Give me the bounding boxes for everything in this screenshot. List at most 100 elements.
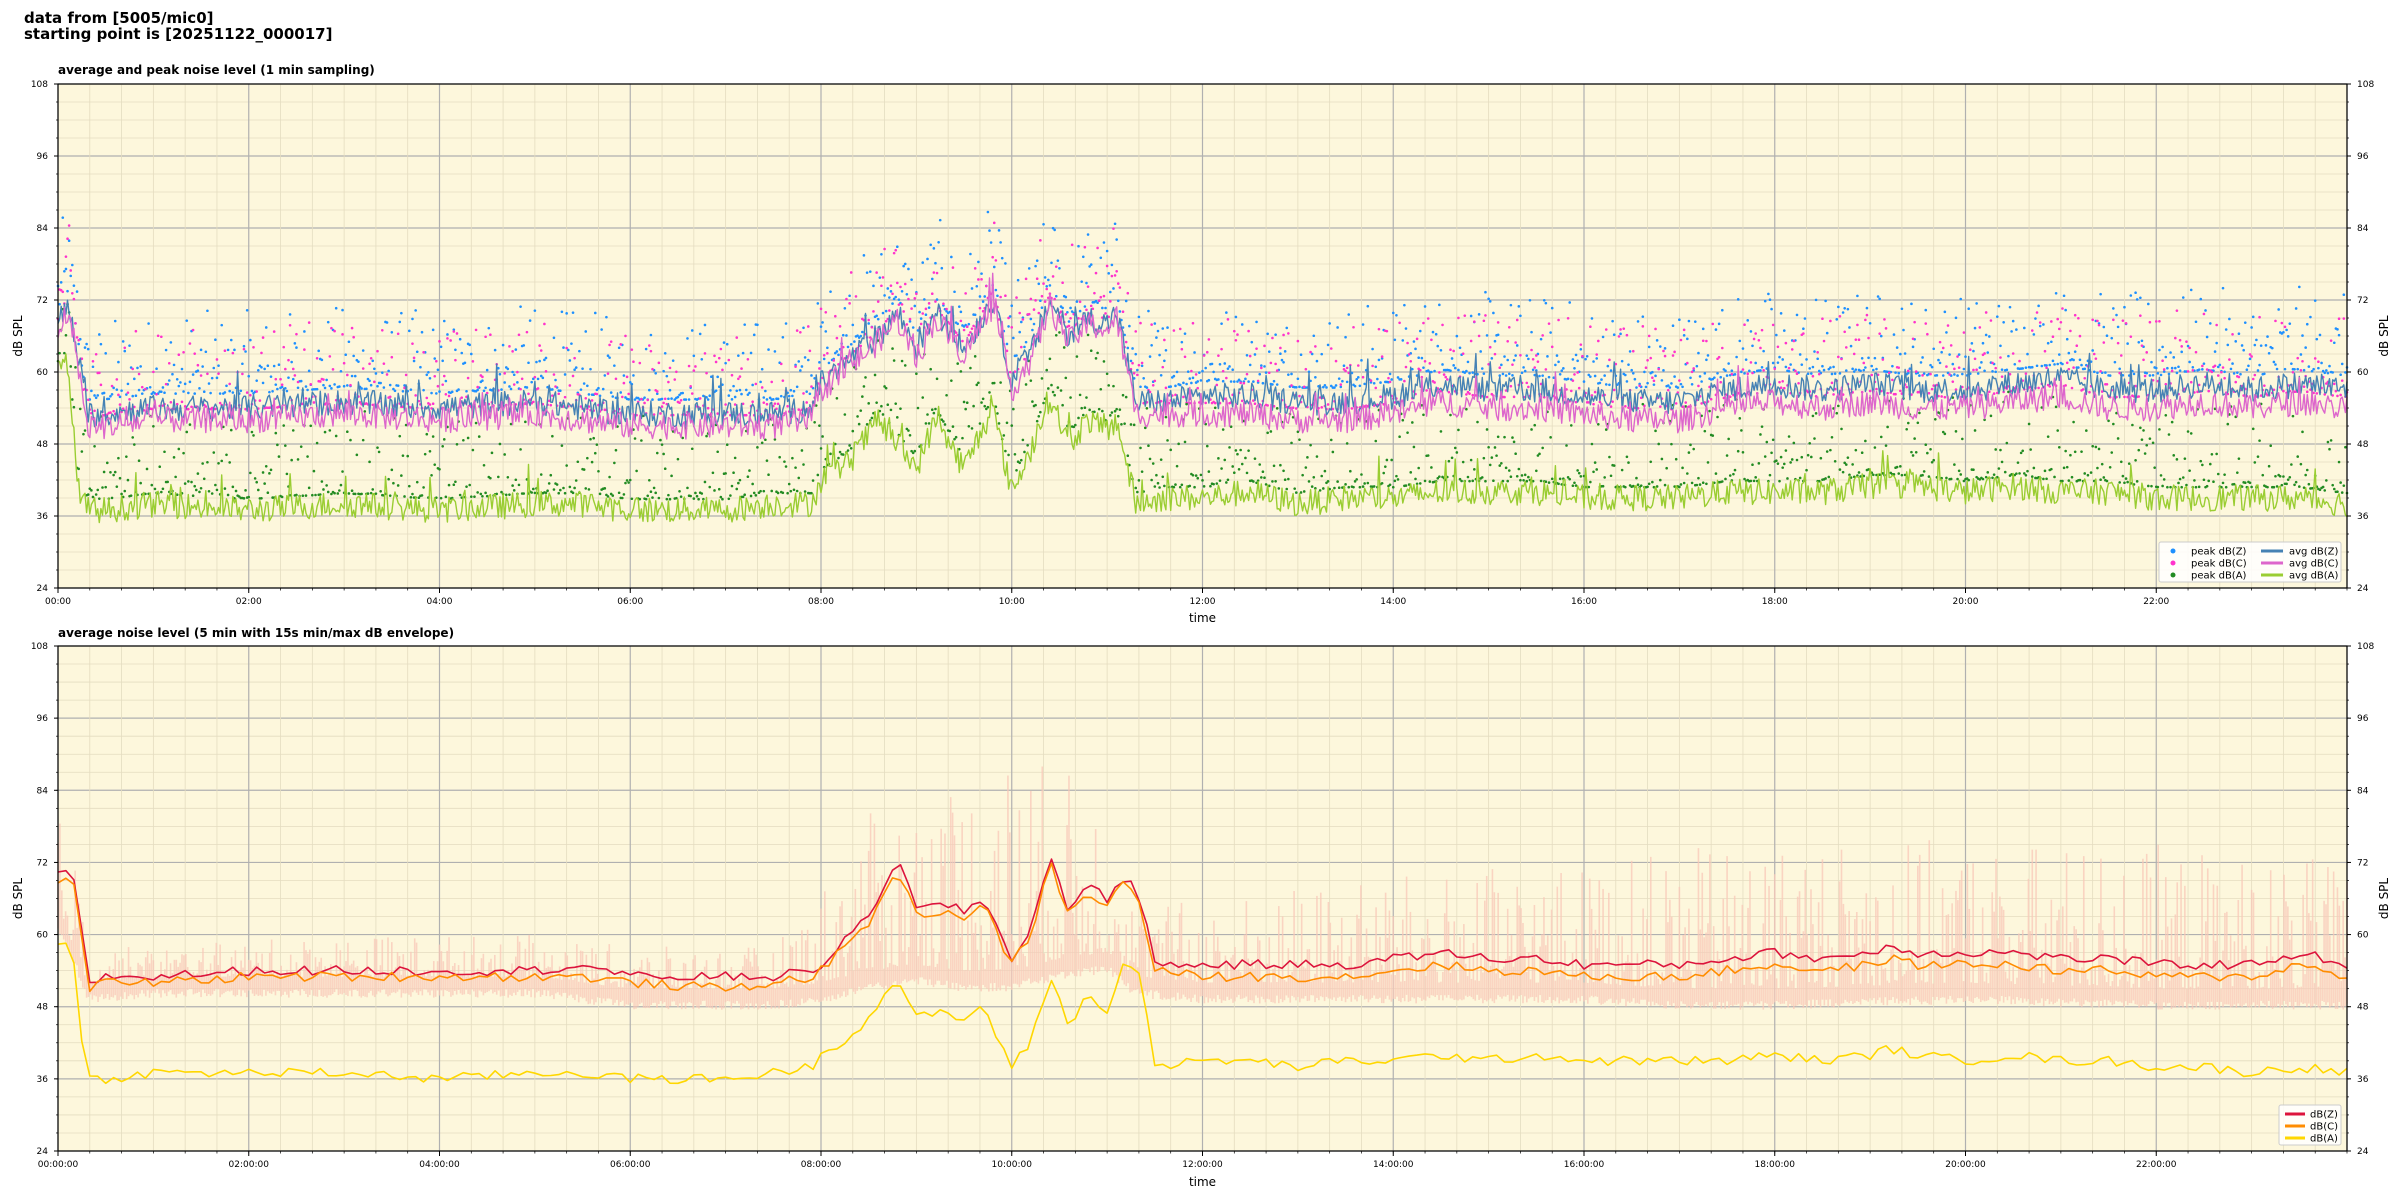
- peak-dbz-point: [702, 394, 705, 398]
- peak-dba-point: [277, 455, 281, 458]
- peak-dba-point: [1476, 420, 1479, 424]
- peak-dba-point: [1514, 452, 1517, 456]
- peak-dba-point: [1558, 477, 1562, 481]
- peak-dbc-point: [1857, 338, 1861, 342]
- peak-dbc-point: [992, 221, 996, 225]
- peak-dba-point: [2073, 450, 2077, 454]
- peak-dbz-point: [1007, 325, 1010, 328]
- peak-dbz-point: [1848, 326, 1851, 329]
- peak-dbc-point: [390, 355, 394, 359]
- peak-dba-point: [458, 493, 462, 497]
- y-tick-label-left: 48: [37, 440, 49, 450]
- peak-dba-point: [1827, 475, 1831, 479]
- peak-dbz-point: [983, 295, 987, 298]
- peak-dbz-point: [85, 342, 88, 346]
- peak-dbz-point: [1458, 346, 1462, 350]
- peak-dba-point: [285, 472, 289, 476]
- peak-dbz-point: [609, 391, 613, 394]
- peak-dbz-point: [1805, 358, 1808, 361]
- peak-dbz-point: [678, 393, 681, 397]
- peak-dbc-point: [2139, 314, 2142, 317]
- peak-dba-point: [1981, 477, 1985, 481]
- peak-dbz-point: [1770, 307, 1773, 311]
- peak-dba-point: [2282, 475, 2285, 478]
- peak-dbz-point: [1155, 336, 1158, 339]
- peak-dba-point: [2027, 422, 2031, 426]
- peak-dbz-point: [1953, 373, 1956, 376]
- peak-dbc-point: [1339, 383, 1343, 386]
- peak-dbz-point: [787, 394, 791, 398]
- peak-dba-point: [584, 487, 588, 490]
- peak-dbc-point: [1449, 348, 1452, 352]
- peak-dbz-point: [603, 374, 607, 377]
- peak-dbc-point: [1948, 373, 1951, 376]
- peak-dba-point: [1999, 448, 2002, 452]
- peak-dba-point: [571, 491, 575, 495]
- peak-dbc-point: [794, 365, 797, 368]
- peak-dba-point: [859, 409, 863, 412]
- peak-dba-point: [398, 434, 402, 438]
- peak-dbc-point: [1471, 393, 1475, 397]
- peak-dbz-point: [710, 375, 713, 379]
- peak-dbz-point: [117, 360, 120, 364]
- peak-dbc-point: [471, 360, 475, 363]
- peak-dbz-point: [1908, 367, 1912, 370]
- peak-dbz-point: [1101, 306, 1104, 310]
- peak-dbc-point: [805, 401, 808, 404]
- peak-dbc-point: [180, 400, 184, 404]
- peak-dbc-point: [1457, 316, 1460, 320]
- y-tick-label-right: 36: [2357, 512, 2369, 522]
- peak-dbz-point: [2002, 320, 2005, 324]
- peak-dbz-point: [2247, 364, 2250, 368]
- peak-dba-point: [1527, 475, 1530, 479]
- peak-dba-point: [705, 434, 708, 438]
- peak-dbz-point: [628, 381, 632, 384]
- peak-dbz-point: [670, 397, 673, 400]
- peak-dbz-point: [121, 340, 125, 343]
- peak-dba-point: [2119, 460, 2123, 464]
- peak-dbc-point: [1304, 367, 1308, 371]
- peak-dbz-point: [182, 390, 185, 393]
- peak-dbz-point: [1876, 295, 1880, 298]
- peak-dbz-point: [1225, 311, 1228, 314]
- peak-dba-point: [1390, 458, 1393, 462]
- peak-dbz-point: [133, 377, 136, 381]
- peak-dba-point: [190, 480, 193, 484]
- peak-dbz-point: [2293, 368, 2296, 371]
- peak-dba-point: [1145, 406, 1149, 410]
- peak-dba-point: [794, 466, 797, 469]
- peak-dba-point: [573, 486, 576, 490]
- peak-dba-point: [1829, 448, 1832, 452]
- y-tick-label-right: 84: [2357, 224, 2369, 234]
- peak-dbz-point: [1821, 364, 1824, 368]
- legend-marker: [2170, 548, 2176, 554]
- peak-dbc-point: [538, 344, 541, 347]
- peak-dbz-point: [924, 313, 928, 317]
- peak-dba-point: [1279, 463, 1282, 467]
- peak-dba-point: [1406, 431, 1409, 434]
- peak-dbz-point: [94, 396, 98, 400]
- peak-dbc-point: [614, 377, 618, 381]
- peak-dbz-point: [2092, 370, 2096, 374]
- peak-dbc-point: [1452, 349, 1455, 353]
- peak-dba-point: [1037, 414, 1041, 418]
- peak-dbc-point: [1862, 361, 1866, 365]
- peak-dbz-point: [360, 387, 363, 390]
- peak-dbz-point: [2191, 365, 2195, 369]
- peak-dbz-point: [705, 396, 708, 399]
- peak-dba-point: [1374, 439, 1378, 443]
- peak-dbc-point: [1973, 357, 1977, 361]
- peak-dbz-point: [276, 387, 279, 391]
- peak-dbz-point: [665, 374, 669, 378]
- peak-dbc-point: [287, 358, 290, 362]
- peak-dba-point: [1110, 411, 1114, 414]
- peak-dbz-point: [1159, 373, 1163, 377]
- peak-dbz-point: [903, 262, 907, 266]
- peak-dbz-point: [509, 387, 513, 391]
- peak-dbz-point: [1282, 361, 1285, 364]
- peak-dbz-point: [2248, 357, 2252, 361]
- peak-dbz-point: [1744, 358, 1748, 361]
- peak-dbc-point: [765, 402, 769, 406]
- peak-dba-point: [231, 485, 235, 489]
- peak-dbc-point: [1752, 337, 1756, 341]
